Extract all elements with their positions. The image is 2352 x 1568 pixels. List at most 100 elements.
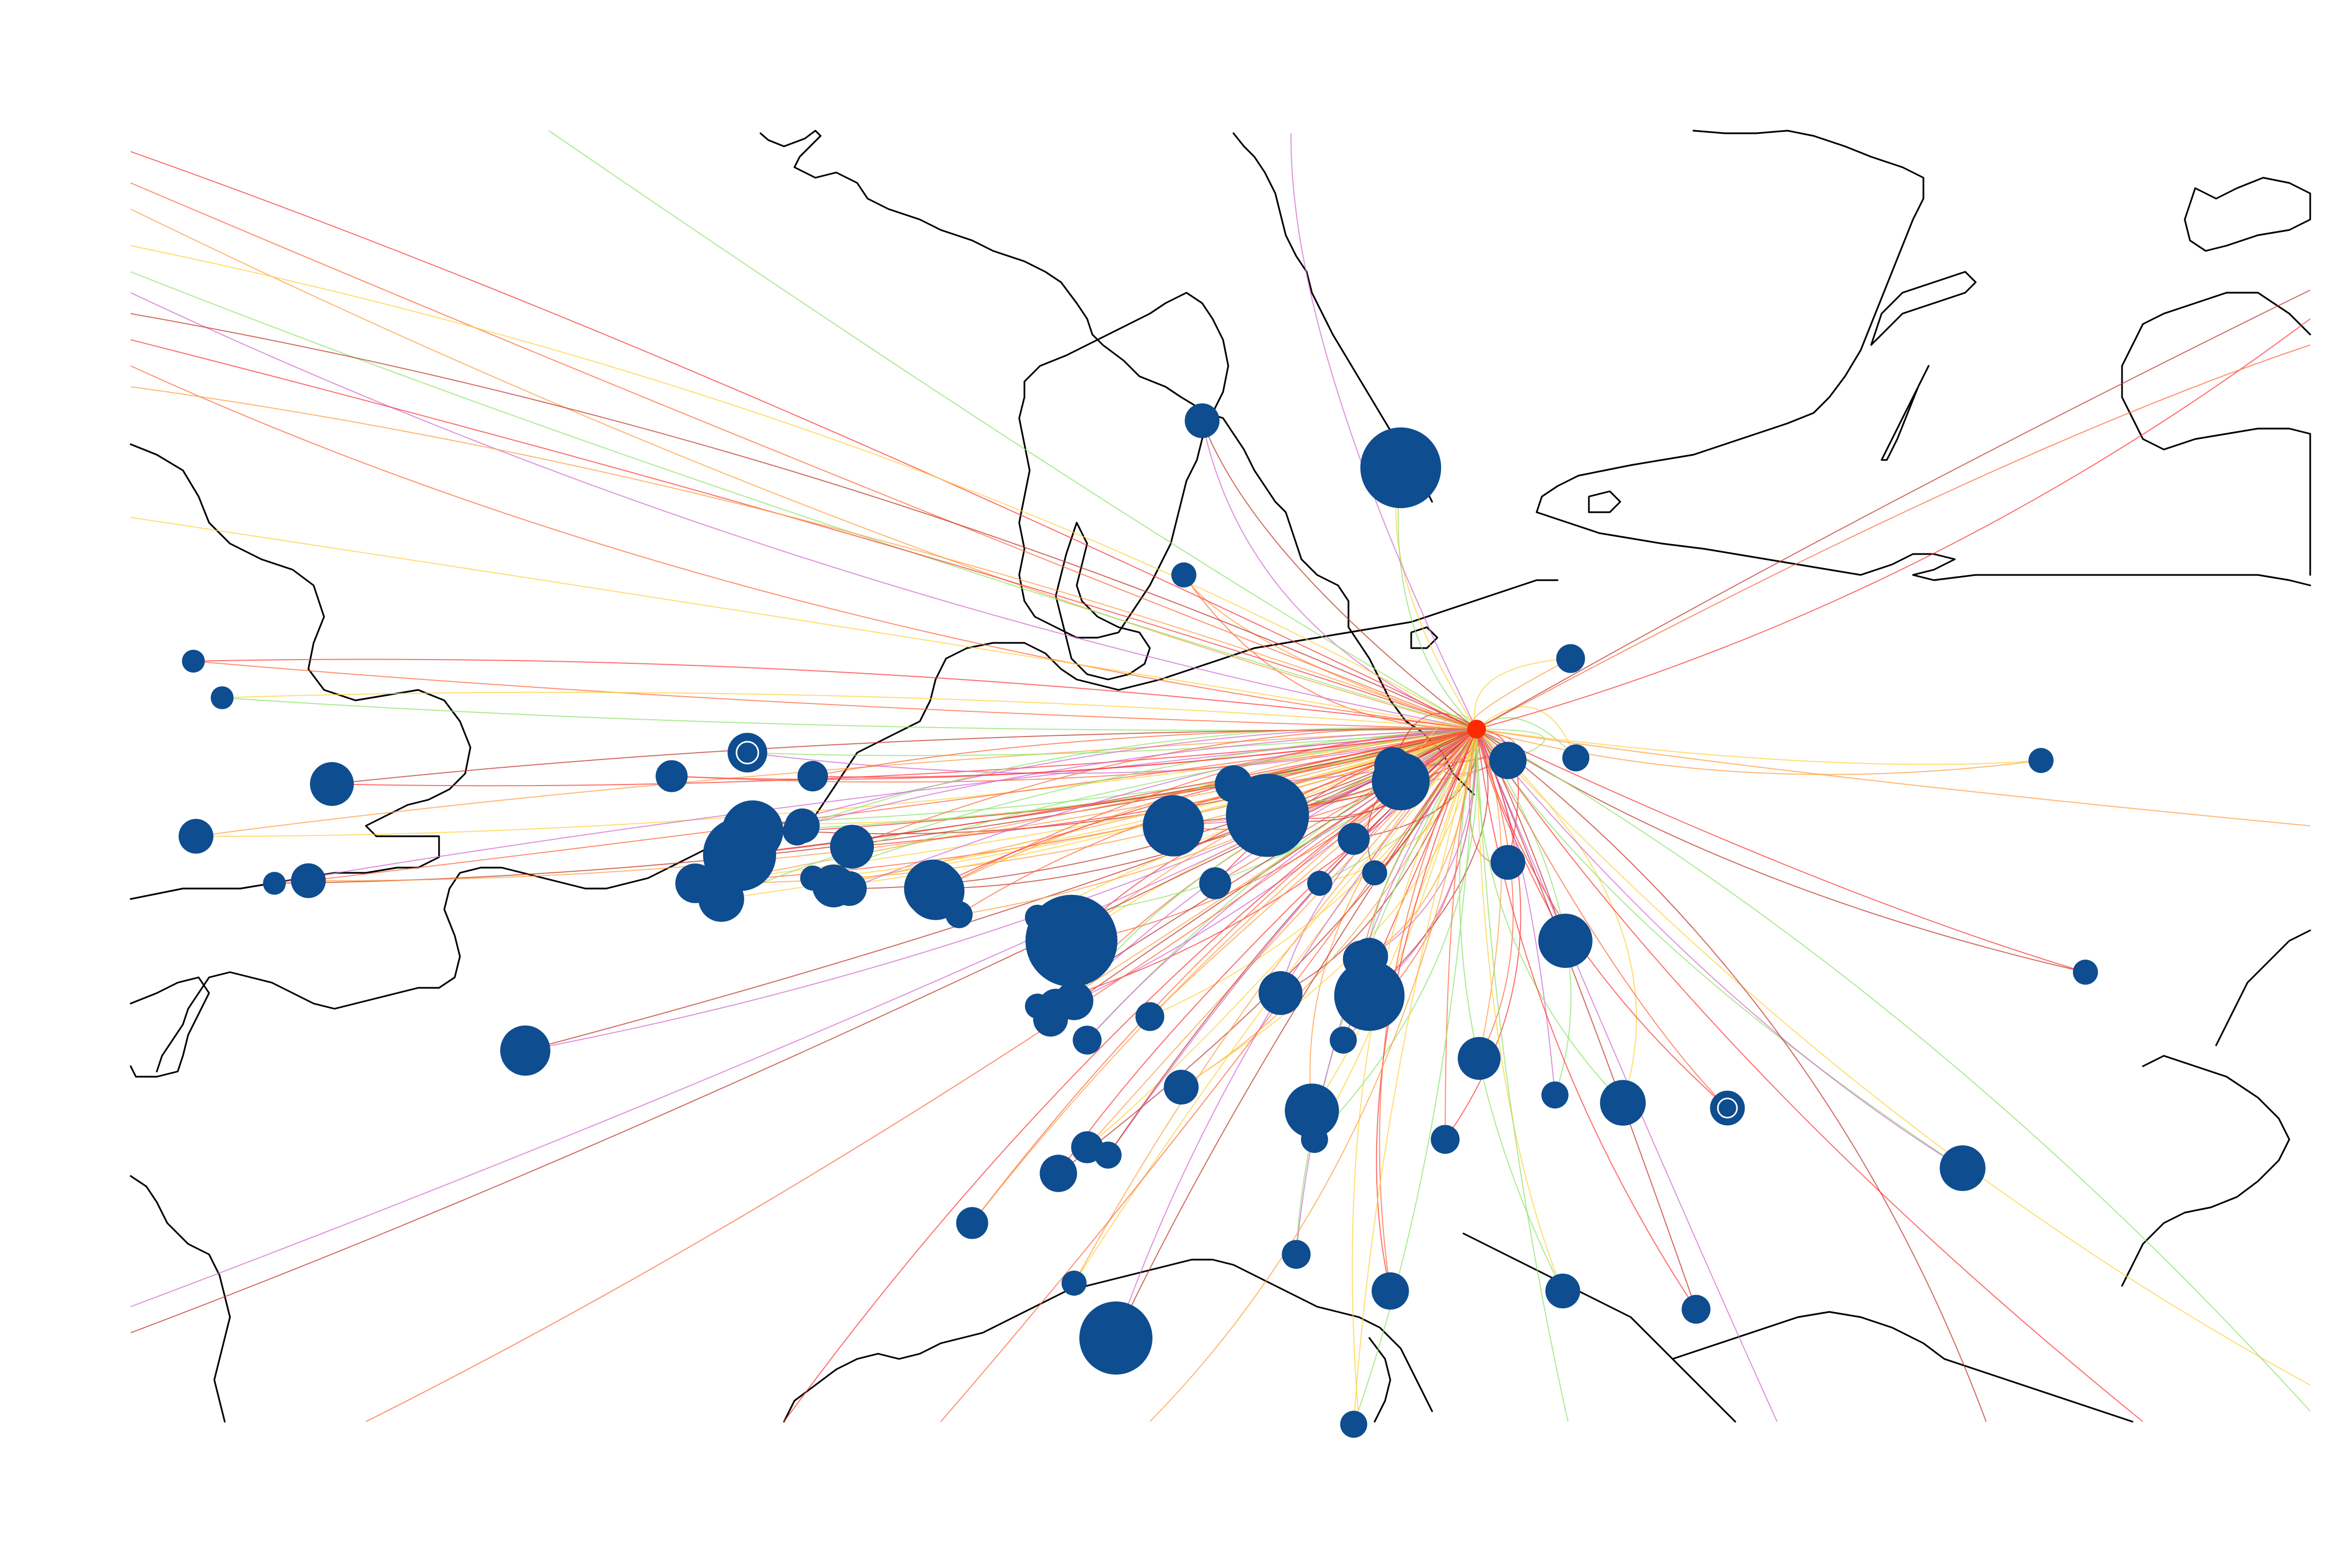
city-marker: [291, 863, 326, 898]
flow-line: [1476, 729, 2086, 973]
city-marker: [1334, 960, 1405, 1031]
city-marker: [2073, 960, 2098, 985]
city-marker: [1062, 1271, 1087, 1296]
city-marker: [946, 901, 973, 928]
flow-line: [1202, 420, 1477, 730]
city-marker: [1055, 982, 1093, 1020]
coastline-white-sea: [1870, 271, 1977, 346]
flow-line: [1476, 706, 1576, 758]
city-marker: [1556, 644, 1585, 673]
city-marker: [1338, 823, 1370, 855]
flow-line: [1352, 729, 1477, 1422]
flow-line: [940, 729, 1477, 1422]
flow-line: [833, 729, 1477, 886]
flow-line: [1476, 729, 2311, 1412]
city-marker: [1600, 1080, 1646, 1126]
city-marker: [310, 762, 354, 806]
flow-line: [1474, 658, 1571, 730]
city-marker: [1301, 1126, 1328, 1153]
city-marker: [956, 1207, 988, 1239]
city-marker: [1226, 774, 1309, 857]
coastline-denmark: [1055, 522, 1151, 681]
city-marker: [1285, 1083, 1339, 1138]
city-marker: [830, 825, 874, 869]
city-marker: [785, 808, 820, 844]
flow-line: [1476, 729, 1637, 1103]
city-marker: [1073, 1025, 1102, 1055]
city-marker: [1545, 1273, 1581, 1309]
city-marker: [655, 760, 688, 792]
flow-line: [1115, 729, 1477, 1339]
flow-line: [193, 661, 1477, 730]
city-marker: [1079, 1301, 1152, 1375]
flow-line: [935, 729, 1477, 892]
coastline-norway: [1018, 292, 1229, 639]
flow-line: [130, 292, 1477, 730]
city-marker: [1282, 1240, 1311, 1269]
flow-line: [1376, 729, 1477, 1292]
flow-line: [1202, 420, 1477, 730]
city-marker: [1940, 1145, 1986, 1191]
flow-line: [1476, 729, 2143, 1422]
flow-line: [130, 339, 1477, 730]
flow-line: [130, 271, 1477, 730]
flow-line: [1183, 574, 1477, 730]
flow-line: [1353, 729, 1477, 1425]
flow-line: [1476, 729, 2042, 775]
flow-line: [1173, 729, 1477, 825]
city-marker-ring: [735, 741, 759, 765]
coastline-mediterranean: [783, 1259, 1433, 1423]
coastline-sweden: [759, 130, 1475, 795]
flow-line: [1476, 729, 1697, 1310]
flow-line: [1361, 729, 1477, 960]
flow-line: [1476, 318, 2311, 730]
flow-line: [935, 729, 1477, 892]
coastline-finland: [1536, 130, 1924, 513]
coastline-north-germany: [945, 579, 1559, 691]
flow-line: [802, 729, 1477, 826]
flow-line: [130, 151, 1477, 730]
flow-line: [1398, 467, 1477, 730]
flow-line: [812, 728, 1477, 777]
city-marker: [1681, 1295, 1711, 1324]
flow-line: [222, 691, 1477, 730]
city-markers: [178, 403, 2098, 1438]
flow-line: [812, 729, 1477, 879]
flow-line: [721, 729, 1477, 900]
flow-line: [783, 729, 1477, 1422]
flow-line: [130, 365, 1477, 730]
flow-line: [752, 727, 1477, 832]
flow-line: [130, 245, 1477, 730]
flow-line: [1445, 729, 1521, 1140]
flow-line: [1476, 729, 1563, 1292]
city-marker: [1094, 1142, 1122, 1169]
city-marker: [1171, 562, 1196, 587]
flow-line: [1476, 344, 2311, 730]
city-marker: [263, 872, 286, 895]
city-marker: [1025, 994, 1050, 1019]
flow-line: [1183, 574, 1477, 730]
coastline-island-bornholm: [1410, 626, 1438, 649]
city-marker: [1184, 403, 1220, 439]
flow-line: [1476, 729, 1963, 1169]
flow-line: [1215, 729, 1477, 884]
coastline-east-border: [2215, 929, 2311, 1046]
city-marker: [1340, 1411, 1367, 1438]
flow-line: [365, 729, 1477, 1422]
flow-line: [1476, 729, 1987, 1422]
flow-line: [1476, 290, 2311, 730]
coastline-black-sea: [2121, 1055, 2290, 1287]
hub-point: [1467, 720, 1486, 739]
coastline-kola: [2184, 177, 2311, 252]
flow-line: [1476, 729, 1963, 1169]
flow-line: [1476, 729, 1697, 1310]
coastline-russia-north: [2121, 292, 2311, 576]
city-marker: [904, 859, 962, 918]
flow-line: [1058, 729, 1477, 1174]
city-marker: [1538, 914, 1593, 968]
flow-line: [1149, 729, 1477, 1422]
city-marker: [1307, 871, 1332, 896]
flow-line: [1392, 712, 1477, 766]
flow-line: [812, 729, 1477, 778]
